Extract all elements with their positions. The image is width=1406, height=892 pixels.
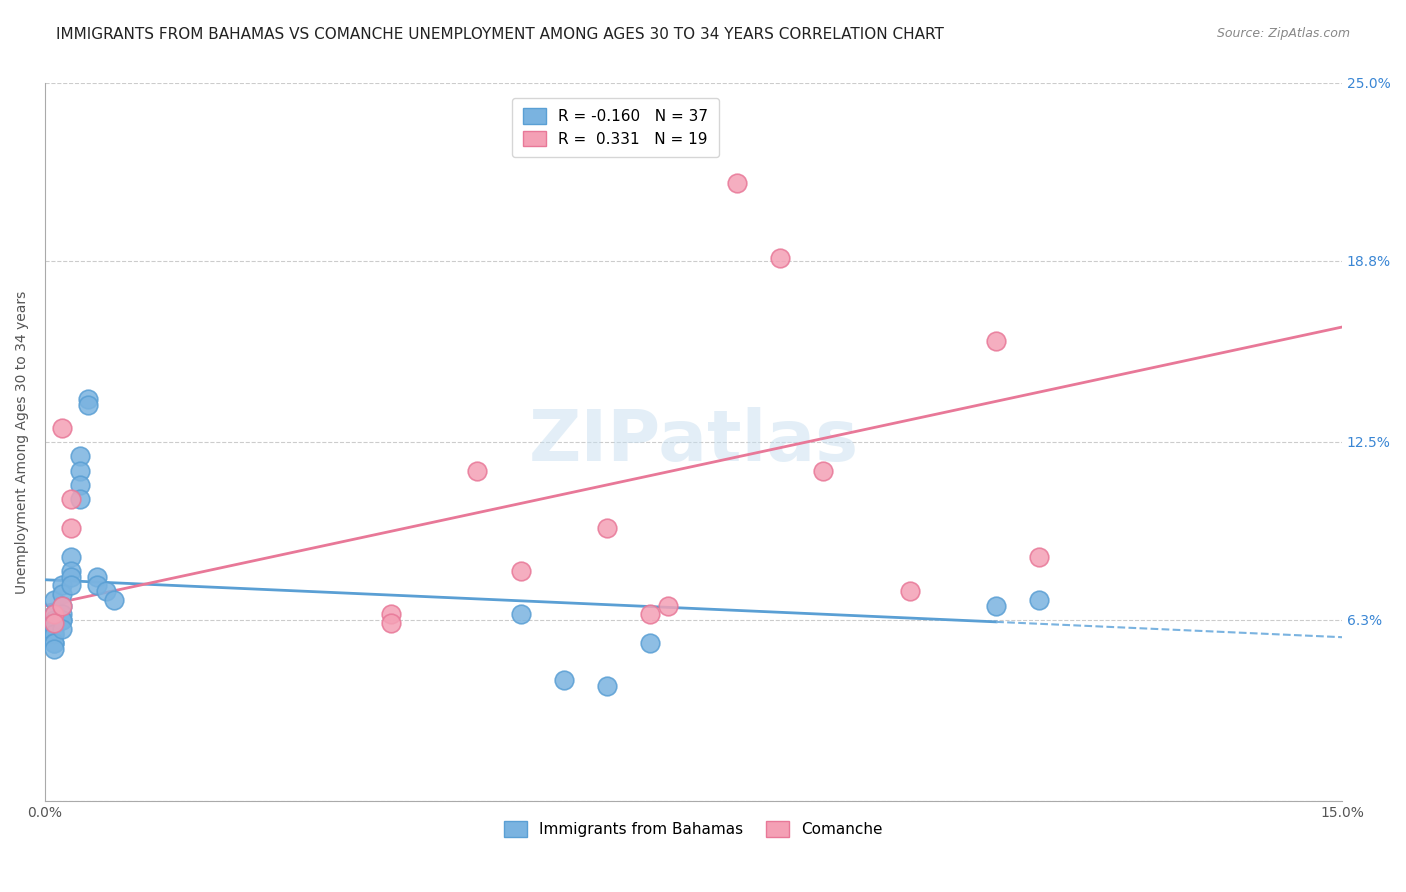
Point bbox=[69, 464, 91, 478]
Point bbox=[984, 334, 1007, 349]
Point bbox=[42, 615, 65, 630]
Point bbox=[94, 584, 117, 599]
Point bbox=[1028, 592, 1050, 607]
Point bbox=[42, 607, 65, 622]
Point bbox=[42, 615, 65, 630]
Point bbox=[42, 636, 65, 650]
Point bbox=[77, 392, 100, 406]
Point bbox=[42, 627, 65, 641]
Point bbox=[769, 251, 792, 265]
Point bbox=[984, 599, 1007, 613]
Y-axis label: Unemployment Among Ages 30 to 34 years: Unemployment Among Ages 30 to 34 years bbox=[15, 290, 30, 593]
Point bbox=[51, 599, 73, 613]
Point bbox=[51, 613, 73, 627]
Point bbox=[103, 592, 125, 607]
Point bbox=[657, 599, 679, 613]
Point bbox=[42, 641, 65, 656]
Point bbox=[51, 607, 73, 622]
Point bbox=[59, 578, 82, 592]
Point bbox=[69, 492, 91, 507]
Point bbox=[42, 622, 65, 636]
Point bbox=[86, 578, 108, 592]
Point bbox=[59, 564, 82, 578]
Point bbox=[380, 607, 402, 622]
Point bbox=[51, 599, 73, 613]
Point bbox=[42, 607, 65, 622]
Text: IMMIGRANTS FROM BAHAMAS VS COMANCHE UNEMPLOYMENT AMONG AGES 30 TO 34 YEARS CORRE: IMMIGRANTS FROM BAHAMAS VS COMANCHE UNEM… bbox=[56, 27, 943, 42]
Point bbox=[69, 450, 91, 464]
Point bbox=[42, 627, 65, 641]
Point bbox=[1028, 549, 1050, 564]
Point bbox=[59, 492, 82, 507]
Point bbox=[898, 584, 921, 599]
Text: Source: ZipAtlas.com: Source: ZipAtlas.com bbox=[1216, 27, 1350, 40]
Point bbox=[59, 570, 82, 584]
Point bbox=[86, 570, 108, 584]
Point bbox=[69, 478, 91, 492]
Point bbox=[59, 521, 82, 535]
Point bbox=[42, 613, 65, 627]
Point bbox=[51, 587, 73, 601]
Point bbox=[77, 398, 100, 412]
Point bbox=[465, 464, 488, 478]
Point bbox=[51, 420, 73, 434]
Point bbox=[42, 636, 65, 650]
Point bbox=[42, 592, 65, 607]
Point bbox=[596, 679, 619, 693]
Point bbox=[51, 613, 73, 627]
Point bbox=[553, 673, 575, 688]
Point bbox=[509, 607, 531, 622]
Point bbox=[59, 549, 82, 564]
Point bbox=[51, 622, 73, 636]
Text: ZIPatlas: ZIPatlas bbox=[529, 408, 859, 476]
Point bbox=[725, 177, 748, 191]
Point bbox=[638, 607, 661, 622]
Point bbox=[811, 464, 834, 478]
Legend: Immigrants from Bahamas, Comanche: Immigrants from Bahamas, Comanche bbox=[498, 815, 889, 844]
Point bbox=[596, 521, 619, 535]
Point bbox=[51, 578, 73, 592]
Point bbox=[380, 615, 402, 630]
Point bbox=[638, 636, 661, 650]
Point bbox=[509, 564, 531, 578]
